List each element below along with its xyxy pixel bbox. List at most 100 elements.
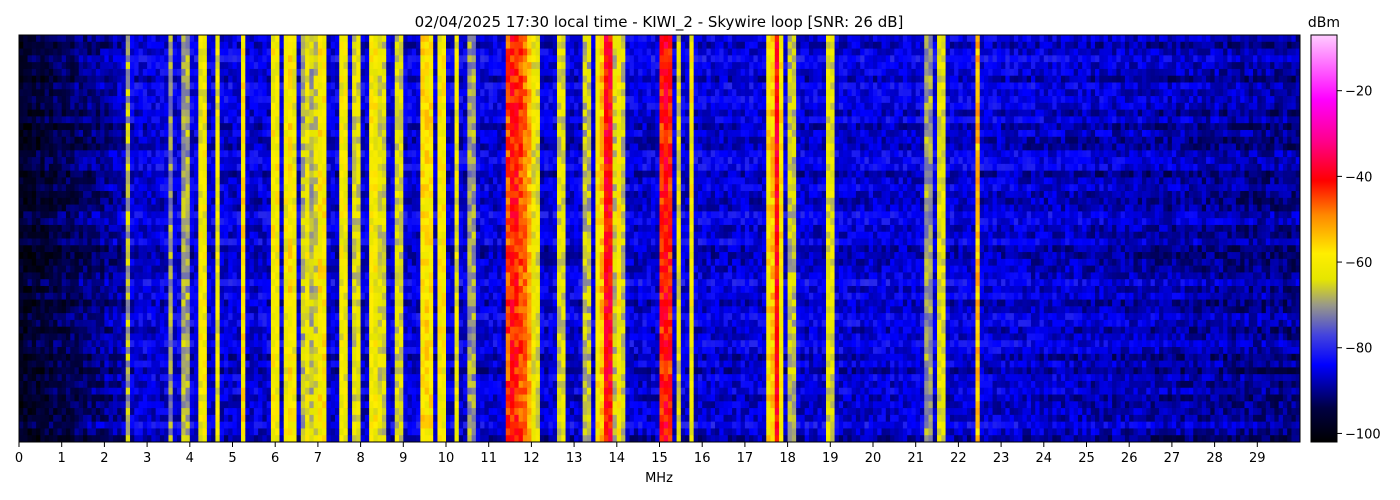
heatmap-cell [339,109,344,117]
heatmap-cell [91,265,97,273]
heatmap-cell [206,191,212,199]
heatmap-cell [343,265,349,273]
heatmap-cell [249,367,255,375]
heatmap-cell [142,435,148,443]
heatmap-cell [322,55,327,63]
heatmap-cell [95,414,101,423]
heatmap-cell [223,353,229,361]
heatmap-cell [53,48,58,56]
heatmap-cell [23,258,28,267]
heatmap-cell [330,374,336,382]
heatmap-cell [300,313,306,321]
heatmap-cell [36,258,41,267]
heatmap-cell [108,285,114,294]
heatmap-cell [53,177,58,185]
heatmap-cell [159,333,165,341]
heatmap-cell [202,136,208,144]
heatmap-cell [27,367,33,375]
heatmap-cell [283,211,289,219]
heatmap-cell [138,245,144,253]
heatmap-cell [322,421,327,429]
heatmap-cell [262,143,268,151]
heatmap-cell [138,394,144,402]
heatmap-cell [189,367,195,375]
heatmap-cell [23,245,28,253]
heatmap-cell [130,285,135,294]
heatmap-cell [322,347,327,355]
heatmap-cell [223,231,229,239]
heatmap-cell [326,177,332,185]
heatmap-cell [53,89,58,97]
heatmap-cell [78,163,84,172]
heatmap-cell [164,231,169,239]
heatmap-cell [334,292,340,300]
heatmap-cell [266,35,272,43]
heatmap-cell [117,238,122,246]
heatmap-cell [309,347,315,355]
heatmap-cell [138,401,144,409]
heatmap-cell [330,245,336,253]
heatmap-cell [223,408,229,416]
heatmap-cell [232,184,238,192]
heatmap-cell [181,245,186,253]
heatmap-cell [232,157,238,165]
heatmap-cell [296,360,302,368]
heatmap-cell [275,191,280,199]
heatmap-cell [249,401,255,409]
heatmap-cell [322,360,327,368]
heatmap-cell [262,75,268,83]
heatmap-cell [266,102,272,111]
heatmap-cell [117,231,122,239]
heatmap-cell [228,258,233,267]
heatmap-cell [253,265,259,273]
heatmap-cell [44,272,50,280]
heatmap-cell [95,150,101,158]
heatmap-cell [198,313,204,321]
heatmap-cell [176,55,182,63]
heatmap-cell [360,35,366,43]
heatmap-cell [364,35,370,43]
heatmap-cell [48,340,54,348]
heatmap-cell [65,408,71,416]
heatmap-cell [266,258,272,267]
heatmap-cell [347,319,353,328]
heatmap-cell [121,191,127,199]
heatmap-cell [300,435,306,443]
heatmap-cell [322,319,327,328]
heatmap-cell [228,41,233,49]
heatmap-cell [296,102,302,111]
heatmap-cell [151,347,157,355]
heatmap-cell [130,401,135,409]
heatmap-cell [185,231,191,239]
heatmap-cell [57,380,63,389]
heatmap-cell [369,48,374,56]
heatmap-cell [288,224,293,233]
heatmap-cell [236,333,242,341]
heatmap-cell [215,387,221,395]
heatmap-cell [104,157,110,165]
heatmap-cell [296,204,302,212]
heatmap-cell [369,177,374,185]
heatmap-cell [347,414,353,423]
heatmap-cell [202,252,208,260]
heatmap-cell [61,340,67,348]
heatmap-cell [292,143,297,151]
heatmap-cell [232,218,238,226]
heatmap-cell [78,353,84,361]
heatmap-cell [104,265,110,273]
heatmap-cell [313,272,319,280]
heatmap-cell [270,75,276,83]
heatmap-cell [151,184,157,192]
heatmap-cell [364,102,370,111]
heatmap-cell [185,116,191,124]
heatmap-cell [232,191,238,199]
heatmap-cell [53,191,58,199]
heatmap-cell [74,414,80,423]
heatmap-cell [185,279,191,287]
heatmap-cell [83,96,88,104]
heatmap-cell [219,211,225,219]
heatmap-cell [44,197,50,205]
heatmap-cell [83,102,88,111]
heatmap-cell [40,62,46,70]
heatmap-cell [262,55,268,63]
